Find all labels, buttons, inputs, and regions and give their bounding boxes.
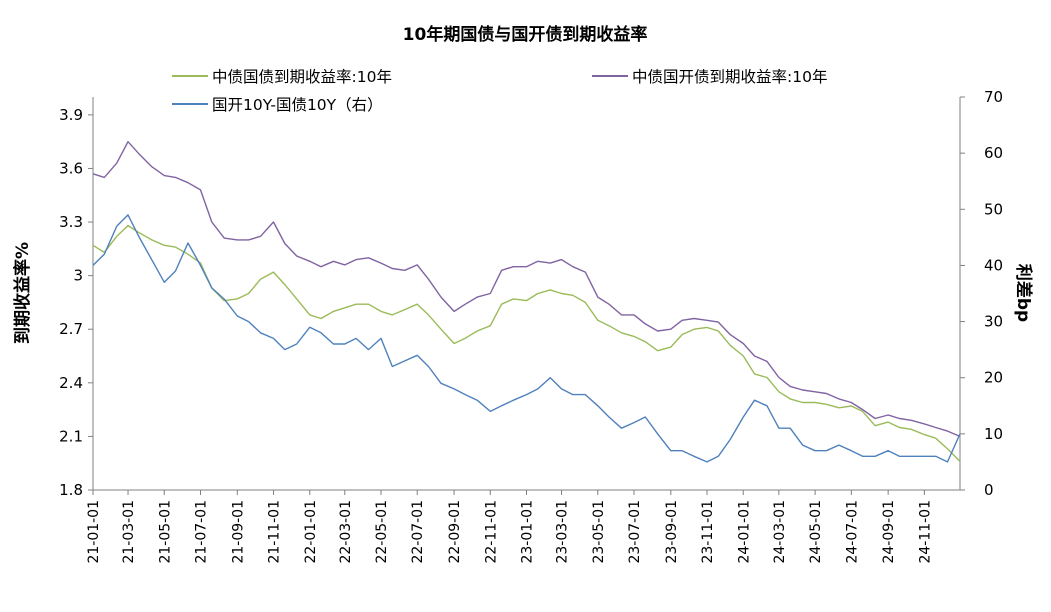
right-tick-label: 10 — [984, 425, 1003, 443]
legend-label: 中债国债到期收益率:10年 — [212, 68, 392, 86]
right-tick-label: 40 — [984, 256, 1003, 274]
x-tick-label: 24-01-01 — [736, 500, 752, 564]
x-tick-label: 24-07-01 — [844, 500, 860, 564]
x-tick-label: 22-03-01 — [338, 500, 354, 564]
series-line-1 — [92, 140, 961, 438]
left-axis-ticks: 1.8 2.1 2.4 2.7 3 3.3 3.6 3.9 — [59, 106, 93, 499]
x-tick-label: 22-11-01 — [483, 500, 499, 564]
x-tick-label: 24-03-01 — [772, 500, 788, 564]
x-tick-label: 21-07-01 — [193, 500, 209, 564]
series-lines — [92, 140, 961, 463]
x-tick-label: 22-07-01 — [410, 500, 426, 564]
x-tick-label: 22-01-01 — [303, 500, 319, 564]
x-tick-label: 21-09-01 — [230, 500, 246, 564]
left-tick-label: 2.7 — [59, 320, 83, 338]
right-tick-label: 70 — [984, 88, 1003, 106]
right-axis-ticks: 0 10 20 30 40 50 60 70 — [960, 88, 1003, 499]
x-tick-label: 21-05-01 — [157, 500, 173, 564]
x-tick-label: 22-09-01 — [447, 500, 463, 564]
left-axis-title: 到期收益率% — [12, 242, 33, 344]
right-tick-label: 50 — [984, 200, 1003, 218]
series-line-2 — [92, 214, 961, 463]
left-tick-label: 3.9 — [59, 106, 83, 124]
left-tick-label: 3.6 — [59, 159, 83, 177]
x-axis-ticks: 21-01-01 21-03-01 21-05-01 21-07-01 21-09-01… — [86, 490, 933, 564]
x-tick-label: 23-11-01 — [700, 500, 716, 564]
x-tick-label: 23-05-01 — [591, 500, 607, 564]
series-line-0 — [92, 224, 961, 462]
legend: 中债国债到期收益率:10年 中债国开债到期收益率:10年国开10Y-国债10Y（右… — [172, 68, 827, 114]
left-tick-label: 1.8 — [59, 481, 83, 499]
x-tick-label: 21-01-01 — [86, 500, 102, 564]
x-tick-label: 23-07-01 — [627, 500, 643, 564]
chart-title: 10年期国债与国开债到期收益率 — [403, 24, 648, 45]
right-axis-title: 利差bp — [1013, 264, 1034, 322]
x-tick-label: 23-03-01 — [555, 500, 571, 564]
x-tick-label: 23-09-01 — [664, 500, 680, 564]
legend-label: 国开10Y-国债10Y（右） — [212, 96, 383, 114]
legend-label: 中债国开债到期收益率:10年 — [632, 68, 827, 86]
x-tick-label: 21-11-01 — [267, 500, 283, 564]
left-tick-label: 2.1 — [59, 427, 83, 445]
x-tick-label: 24-05-01 — [808, 500, 824, 564]
left-tick-label: 3.3 — [59, 213, 83, 231]
right-tick-label: 0 — [984, 481, 994, 499]
x-tick-label: 24-09-01 — [881, 500, 897, 564]
x-tick-label: 24-11-01 — [917, 500, 933, 564]
right-tick-label: 20 — [984, 369, 1003, 387]
left-tick-label: 3 — [73, 267, 83, 285]
x-tick-label: 22-05-01 — [374, 500, 390, 564]
x-tick-label: 23-01-01 — [520, 500, 536, 564]
x-tick-label: 21-03-01 — [121, 500, 137, 564]
right-tick-label: 30 — [984, 313, 1003, 331]
left-tick-label: 2.4 — [59, 374, 83, 392]
right-tick-label: 60 — [984, 144, 1003, 162]
